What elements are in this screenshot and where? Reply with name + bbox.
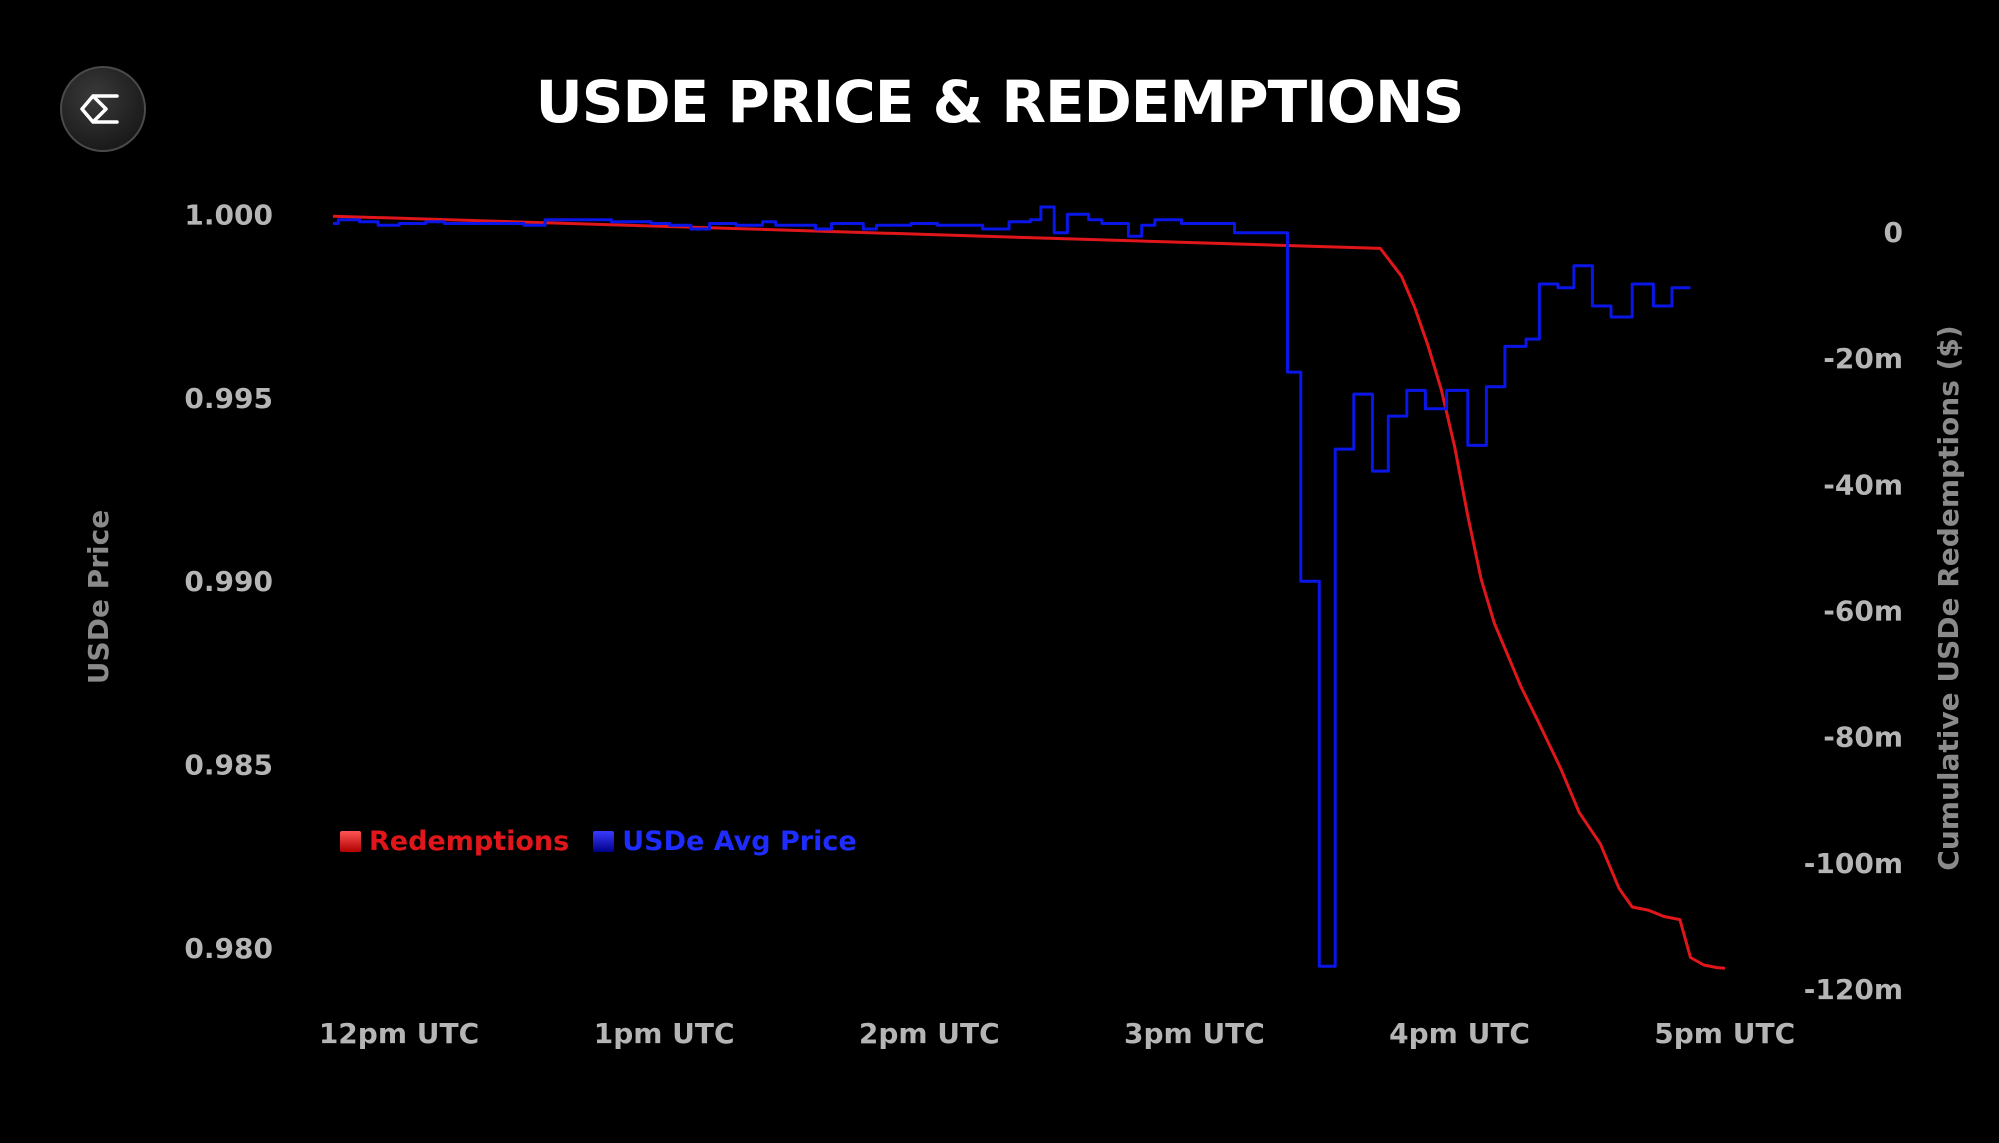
x-tick-label: 12pm UTC	[319, 1017, 479, 1050]
legend-label-usde-avg-price: USDe Avg Price	[622, 826, 857, 857]
right-tick-label: -40m	[1823, 468, 1903, 501]
series-line-usde-avg-price	[333, 205, 1691, 968]
left-tick-label: 0.980	[184, 932, 273, 965]
right-tick-label: -20m	[1823, 342, 1903, 375]
x-tick-label: 2pm UTC	[859, 1017, 1000, 1050]
legend-swatch-redemptions	[340, 831, 361, 852]
right-axis-label: Cumulative USDe Redemptions ($)	[1932, 325, 1965, 870]
x-tick-label: 5pm UTC	[1654, 1017, 1795, 1050]
right-tick-label: -80m	[1823, 721, 1903, 754]
left-tick-label: 0.985	[184, 749, 273, 782]
left-axis-label: USDe Price	[82, 510, 115, 684]
ethena-logo-icon	[60, 66, 146, 152]
left-tick-label: 1.000	[184, 198, 273, 231]
left-tick-label: 0.995	[184, 382, 273, 415]
left-tick-label: 0.990	[184, 565, 273, 598]
right-tick-label: -100m	[1804, 847, 1903, 880]
x-tick-label: 3pm UTC	[1124, 1017, 1265, 1050]
legend-label-redemptions: Redemptions	[369, 826, 570, 857]
right-tick-label: -120m	[1804, 973, 1903, 1006]
chart-legend: Redemptions USDe Avg Price	[340, 826, 881, 857]
legend-item-redemptions: Redemptions	[340, 826, 569, 857]
x-tick-label: 1pm UTC	[594, 1017, 735, 1050]
legend-item-usde-avg-price: USDe Avg Price	[593, 826, 857, 857]
right-tick-label: -60m	[1823, 595, 1903, 628]
chart-title: USDE PRICE & REDEMPTIONS	[535, 68, 1465, 136]
legend-swatch-usde-avg-price	[593, 831, 615, 852]
x-tick-label: 4pm UTC	[1389, 1017, 1530, 1050]
right-tick-label: 0	[1884, 216, 1903, 249]
series-line-redemptions	[332, 214, 1726, 970]
